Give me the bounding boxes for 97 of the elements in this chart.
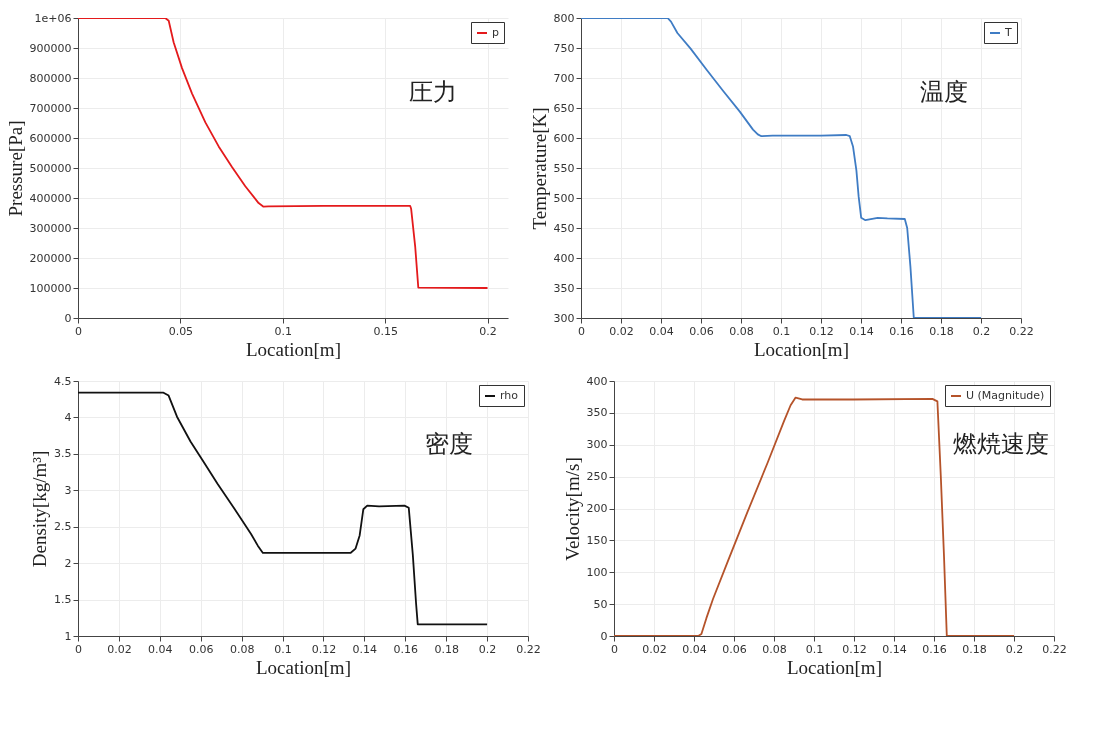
- legend-label: U (Magnitude): [966, 389, 1045, 402]
- x-tick-label: 0.14: [849, 324, 874, 338]
- x-tick-label: 0.18: [929, 324, 954, 338]
- y-tick-label: 550: [553, 161, 575, 175]
- x-tick-label: 0.12: [842, 642, 867, 656]
- line-series: [78, 18, 489, 289]
- y-tick-label: 100: [586, 565, 608, 579]
- y-tick-label: 4: [64, 410, 72, 424]
- x-tick-label: 0.1: [772, 324, 791, 338]
- x-tick-label: 0.08: [229, 642, 255, 656]
- y-axis-title: Velocity[m/s]: [561, 457, 583, 561]
- annotation: 燃焼速度: [952, 430, 1049, 457]
- x-tick-label: 0.04: [148, 642, 173, 656]
- y-tick-label: 100000: [29, 281, 72, 295]
- y-tick-label: 350: [586, 406, 608, 420]
- x-tick-label: 0: [611, 642, 618, 656]
- x-tick-label: 0.22: [516, 642, 541, 656]
- y-tick-label: 400000: [29, 191, 72, 205]
- y-tick-label: 400: [553, 251, 575, 265]
- y-tick-label: 500: [553, 191, 575, 205]
- x-tick-label: 0.1: [805, 642, 824, 656]
- x-tick-label: 0.14: [352, 642, 378, 656]
- y-tick-label: 250: [586, 470, 608, 484]
- y-tick-label: 0: [600, 629, 608, 643]
- annotation: 温度: [919, 79, 968, 105]
- y-tick-label: 300: [586, 438, 608, 452]
- annotation: 圧力: [409, 79, 458, 105]
- y-tick-label: 200: [586, 502, 608, 515]
- y-tick-label: 1e+06: [34, 11, 72, 25]
- y-tick-label: 500000: [29, 161, 72, 175]
- y-tick-label: 600: [553, 131, 575, 145]
- y-tick-label: 200000: [29, 251, 72, 265]
- y-tick-label: 900000: [29, 41, 72, 55]
- x-axis-title: Location[m]: [256, 656, 351, 678]
- y-tick-label: 2: [64, 556, 72, 570]
- x-tick-label: 0.22: [1009, 324, 1034, 338]
- y-tick-label: 1: [64, 629, 72, 643]
- y-tick-label: 400: [586, 374, 608, 388]
- x-axis-title: Location[m]: [246, 338, 341, 360]
- legend-label: p: [492, 26, 499, 39]
- y-tick-label: 800000: [29, 71, 72, 85]
- y-tick-label: 0: [64, 311, 72, 325]
- y-tick-label: 150: [586, 533, 608, 547]
- y-tick-label: 700000: [29, 101, 72, 115]
- x-tick-label: 0.02: [107, 642, 132, 656]
- x-tick-label: 0.12: [311, 642, 337, 656]
- x-tick-label: 0: [75, 642, 82, 656]
- x-tick-label: 0.1: [274, 642, 292, 656]
- x-tick-label: 0.2: [972, 324, 991, 338]
- x-tick-label: 0.22: [1042, 642, 1067, 656]
- y-tick-label: 4.5: [54, 374, 72, 388]
- legend-label: T: [1004, 26, 1012, 39]
- x-tick-label: 0.12: [809, 324, 834, 338]
- x-tick-label: 0.04: [682, 642, 707, 656]
- y-tick-label: 300: [553, 311, 575, 325]
- x-tick-label: 0.04: [649, 324, 674, 338]
- y-tick-label: 3.5: [54, 447, 72, 461]
- y-tick-label: 3: [64, 483, 72, 497]
- y-tick-label: 700: [553, 71, 575, 85]
- y-tick-label: 350: [553, 281, 575, 295]
- x-tick-label: 0: [75, 324, 82, 338]
- y-tick-label: 1.5: [54, 593, 72, 607]
- x-tick-label: 0.08: [762, 642, 787, 656]
- x-tick-label: 0.05: [168, 324, 194, 338]
- y-axis-title: Pressure[Pa]: [4, 120, 26, 217]
- x-tick-label: 0.2: [1005, 642, 1024, 656]
- y-tick-label: 2.5: [54, 520, 72, 534]
- x-tick-label: 0.08: [729, 324, 754, 338]
- x-tick-label: 0.18: [962, 642, 987, 656]
- x-tick-label: 0.16: [922, 642, 947, 656]
- legend-label: rho: [500, 389, 519, 402]
- x-tick-label: 0.2: [479, 324, 497, 338]
- y-tick-label: 800: [553, 11, 575, 25]
- y-tick-label: 50: [593, 597, 608, 611]
- x-tick-label: 0.1: [274, 324, 293, 338]
- y-tick-label: 600000: [29, 131, 72, 145]
- y-axis-title: Density[kg/m³]: [29, 450, 51, 568]
- y-tick-label: 450: [553, 221, 575, 235]
- y-tick-label: 650: [553, 101, 575, 115]
- x-tick-label: 0.16: [393, 642, 419, 656]
- x-tick-label: 0.06: [689, 324, 714, 338]
- x-tick-label: 0.16: [889, 324, 914, 338]
- x-tick-label: 0.06: [722, 642, 747, 656]
- x-tick-label: 0.02: [642, 642, 667, 656]
- x-tick-label: 0.2: [478, 642, 497, 656]
- x-tick-label: 0.18: [434, 642, 459, 656]
- x-axis-title: Location[m]: [754, 338, 849, 360]
- y-tick-label: 300000: [29, 221, 72, 235]
- y-tick-label: 750: [553, 41, 575, 55]
- x-tick-label: 0.02: [609, 324, 634, 338]
- x-tick-label: 0.14: [882, 642, 907, 656]
- annotation: 密度: [424, 430, 473, 457]
- x-tick-label: 0.06: [188, 642, 214, 656]
- y-axis-title: Temperature[K]: [528, 107, 550, 230]
- line-series: [78, 391, 488, 626]
- x-tick-label: 0.15: [373, 324, 398, 338]
- x-axis-title: Location[m]: [787, 656, 882, 678]
